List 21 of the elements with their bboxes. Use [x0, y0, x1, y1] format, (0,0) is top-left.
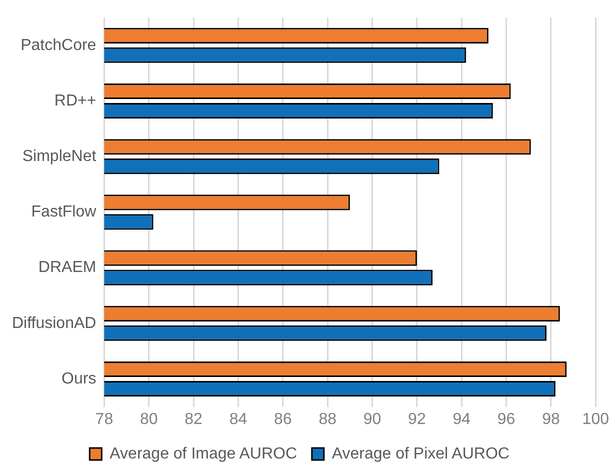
x-tick-label: 84	[229, 410, 248, 428]
y-tick-label: PatchCore	[20, 36, 96, 54]
x-tick-label: 90	[363, 410, 382, 428]
y-tick-label: DRAEM	[38, 259, 96, 276]
x-tick-label: 96	[497, 410, 516, 428]
x-tick-label: 82	[184, 410, 203, 428]
x-tick-label: 100	[582, 410, 610, 428]
y-tick-label: FastFlow	[31, 204, 97, 221]
y-tick-label: DiffusionAD	[12, 314, 96, 332]
x-tick-label: 78	[95, 410, 114, 428]
y-tick-label: RD++	[54, 92, 96, 110]
y-tick-label: Ours	[62, 370, 96, 388]
x-tick-label: 80	[140, 410, 158, 428]
x-tick-label: 94	[452, 410, 471, 428]
y-tick-label: SimpleNet	[22, 148, 97, 166]
x-tick-label: 92	[408, 410, 426, 428]
x-tick-label: 98	[542, 410, 560, 428]
x-tick-label: 86	[274, 410, 292, 428]
legend-label: Average of Pixel AUROC	[332, 445, 510, 462]
x-tick-label: 88	[318, 410, 337, 428]
legend-label: Average of Image AUROC	[110, 445, 298, 462]
